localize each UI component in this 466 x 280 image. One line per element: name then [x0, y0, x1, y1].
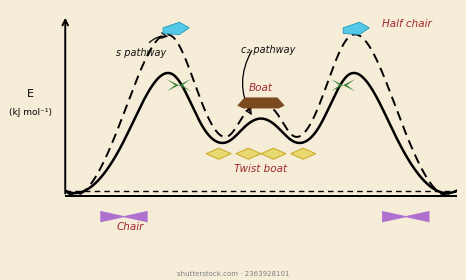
Text: Chair: Chair [116, 222, 144, 232]
Polygon shape [100, 211, 148, 222]
Text: Twist boat: Twist boat [234, 164, 288, 174]
Polygon shape [343, 79, 355, 91]
Polygon shape [179, 79, 191, 91]
Polygon shape [236, 148, 261, 159]
Text: E: E [27, 90, 34, 99]
Polygon shape [237, 97, 285, 108]
Polygon shape [291, 148, 316, 159]
Polygon shape [331, 79, 343, 91]
Polygon shape [261, 148, 286, 159]
Polygon shape [206, 148, 231, 159]
Text: s pathway: s pathway [116, 48, 166, 58]
Polygon shape [382, 211, 430, 222]
Polygon shape [343, 22, 370, 34]
Text: Boat: Boat [249, 83, 273, 93]
Text: c₂ pathway: c₂ pathway [241, 45, 296, 55]
Text: shutterstock.com · 2363928101: shutterstock.com · 2363928101 [177, 271, 289, 277]
Text: (kJ mol⁻¹): (kJ mol⁻¹) [8, 108, 52, 118]
Polygon shape [163, 22, 189, 34]
Polygon shape [167, 79, 179, 91]
Text: Half chair: Half chair [382, 19, 432, 29]
